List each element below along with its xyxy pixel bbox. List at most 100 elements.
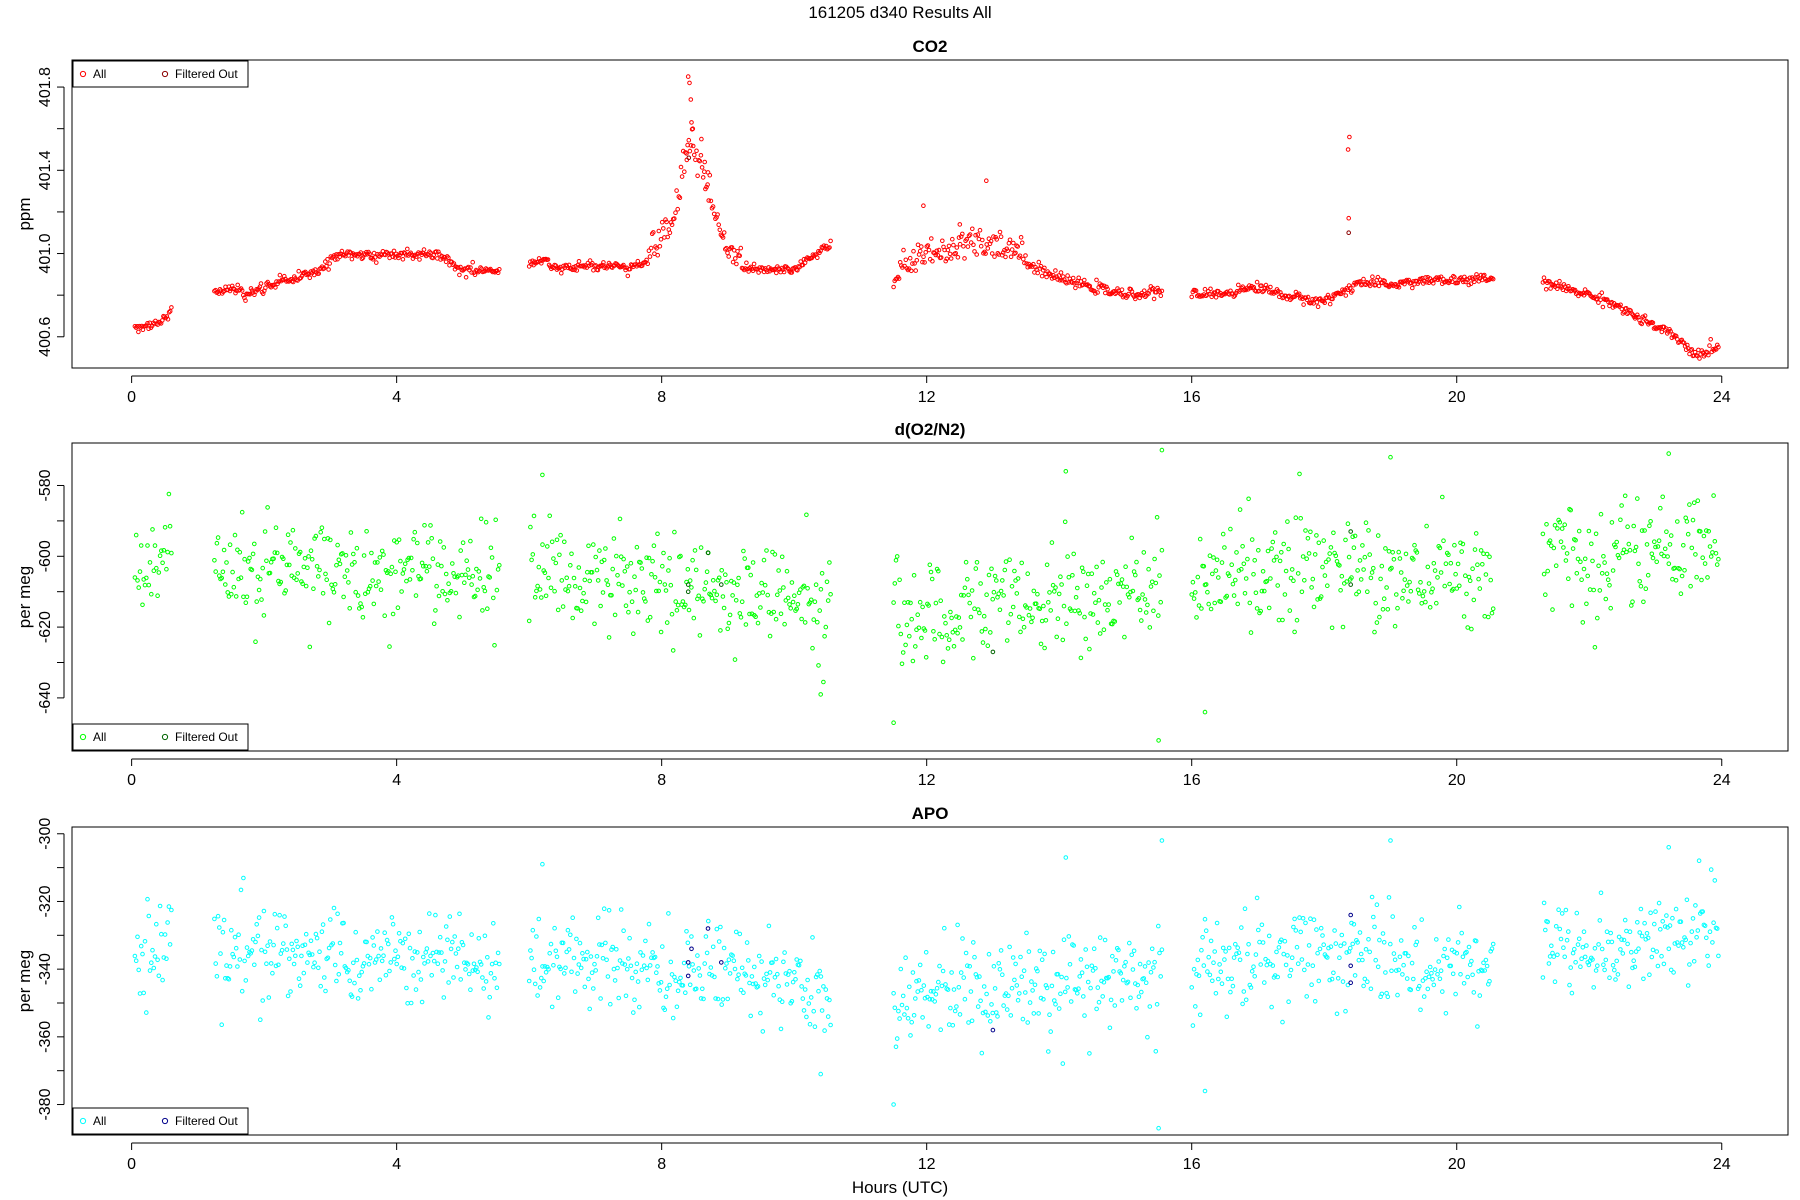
data-point (640, 590, 646, 595)
data-point (1096, 999, 1102, 1005)
data-point (675, 206, 681, 212)
data-point (916, 625, 922, 631)
data-point (787, 968, 792, 974)
data-point (1309, 585, 1314, 590)
data-point (281, 556, 286, 562)
data-point (1618, 302, 1623, 308)
data-point (267, 570, 273, 576)
data-point (1420, 593, 1426, 599)
data-point (761, 976, 767, 981)
data-point (1152, 556, 1157, 562)
data-point (1613, 977, 1618, 982)
data-point (1050, 582, 1056, 588)
data-point (1065, 273, 1070, 278)
data-point (1327, 977, 1332, 983)
data-point (1203, 928, 1209, 934)
data-point (702, 159, 708, 165)
data-point (663, 994, 669, 1000)
data-point (150, 527, 155, 532)
data-point (460, 540, 466, 546)
data-point (295, 571, 301, 576)
filtered-point (685, 582, 691, 587)
data-point (1075, 585, 1080, 591)
data-point (1154, 1002, 1160, 1007)
data-point (346, 967, 351, 973)
data-point (817, 968, 823, 974)
data-point (998, 234, 1004, 239)
filtered-point (685, 960, 691, 965)
data-point (491, 595, 496, 601)
data-point (724, 580, 729, 585)
data-point (921, 983, 927, 988)
data-point (1389, 565, 1394, 571)
data-point (911, 573, 917, 578)
data-point (610, 944, 616, 950)
data-point (1189, 985, 1194, 990)
data-point (261, 908, 267, 914)
data-point (706, 918, 711, 924)
data-point (1704, 528, 1709, 533)
data-point (622, 265, 627, 270)
data-point (723, 572, 728, 578)
data-point (634, 961, 640, 967)
data-point (157, 553, 163, 559)
data-point (1632, 548, 1638, 554)
data-point (1306, 551, 1312, 556)
data-point (1383, 970, 1388, 975)
data-point (615, 965, 620, 971)
data-point (480, 608, 485, 613)
data-point (446, 255, 451, 261)
data-point (908, 1033, 913, 1038)
data-point (807, 1021, 813, 1027)
data-point (755, 984, 761, 989)
data-point (598, 996, 603, 1001)
data-point (983, 251, 988, 256)
data-point (1552, 979, 1558, 985)
data-point (1367, 949, 1372, 955)
data-point (587, 1006, 593, 1012)
data-point (1357, 930, 1363, 935)
data-point (1266, 605, 1272, 611)
data-point (1058, 574, 1063, 580)
y-tick-label: -360 (37, 1021, 54, 1053)
data-point (1340, 979, 1346, 984)
data-point (553, 560, 559, 566)
data-point (250, 937, 256, 942)
data-point (1396, 967, 1401, 973)
data-point (1062, 277, 1067, 282)
data-point (1708, 554, 1714, 559)
data-point (430, 950, 436, 956)
data-point (545, 544, 550, 549)
data-point (227, 964, 233, 969)
data-point (1661, 553, 1667, 559)
data-point (1147, 625, 1153, 630)
data-point (1289, 955, 1295, 961)
data-point (1350, 941, 1355, 947)
data-point (267, 939, 273, 944)
data-point (604, 578, 609, 583)
data-point (319, 929, 325, 935)
data-point (492, 643, 497, 648)
data-point (1035, 591, 1040, 597)
data-point (1695, 928, 1701, 933)
data-point (926, 247, 932, 253)
data-point (574, 268, 580, 273)
data-point (1375, 274, 1381, 280)
data-point (535, 583, 540, 589)
data-point (405, 246, 410, 252)
data-point (1094, 277, 1099, 283)
data-point (1469, 958, 1474, 964)
data-point (1071, 551, 1076, 557)
data-point (160, 977, 165, 983)
data-point (1664, 529, 1669, 535)
data-point (910, 658, 916, 664)
data-point (1257, 939, 1262, 945)
data-point (1685, 531, 1691, 537)
data-point (1681, 945, 1686, 950)
data-point (818, 974, 824, 979)
data-point (1015, 244, 1021, 249)
data-point (662, 582, 668, 587)
data-point (1670, 915, 1675, 921)
data-point (1143, 610, 1149, 615)
data-point (1702, 923, 1708, 929)
